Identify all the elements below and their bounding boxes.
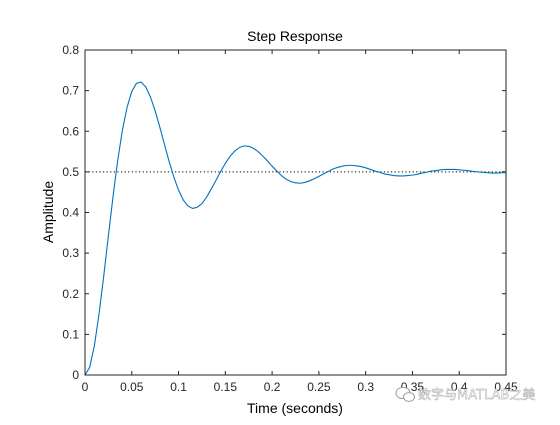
x-tick-label: 0.25 [307, 380, 331, 394]
x-tick-label: 0.45 [494, 380, 518, 394]
x-tick-label: 0.1 [170, 380, 187, 394]
watermark: 数字与MATLAB之美 [395, 386, 536, 403]
plot-area [85, 50, 506, 375]
y-tick-label: 0 [72, 368, 79, 382]
x-tick-label: 0 [82, 380, 89, 394]
y-tick-label: 0.8 [62, 43, 79, 57]
step-response-line [84, 81, 506, 376]
x-tick-label: 0.4 [451, 380, 468, 394]
x-tick-label: 0.15 [214, 380, 238, 394]
x-tick-label: 0.05 [120, 380, 144, 394]
x-axis-label: Time (seconds) [247, 400, 343, 416]
y-tick-label: 0.1 [62, 327, 79, 341]
y-tick-label: 0.6 [62, 124, 79, 138]
y-tick-label: 0.7 [62, 84, 79, 98]
watermark-text: 数字与MATLAB之美 [418, 388, 535, 403]
y-tick-label: 0.3 [62, 246, 79, 260]
chart-title: Step Response [247, 28, 343, 44]
wechat-icon [395, 386, 415, 402]
x-tick-label: 0.3 [357, 380, 374, 394]
y-axis-label: Amplitude [40, 181, 56, 243]
y-tick-label: 0.2 [62, 287, 79, 301]
y-tick-label: 0.4 [62, 206, 79, 220]
y-tick-label: 0.5 [62, 165, 79, 179]
axes-box [84, 49, 507, 376]
x-tick-label: 0.2 [264, 380, 281, 394]
